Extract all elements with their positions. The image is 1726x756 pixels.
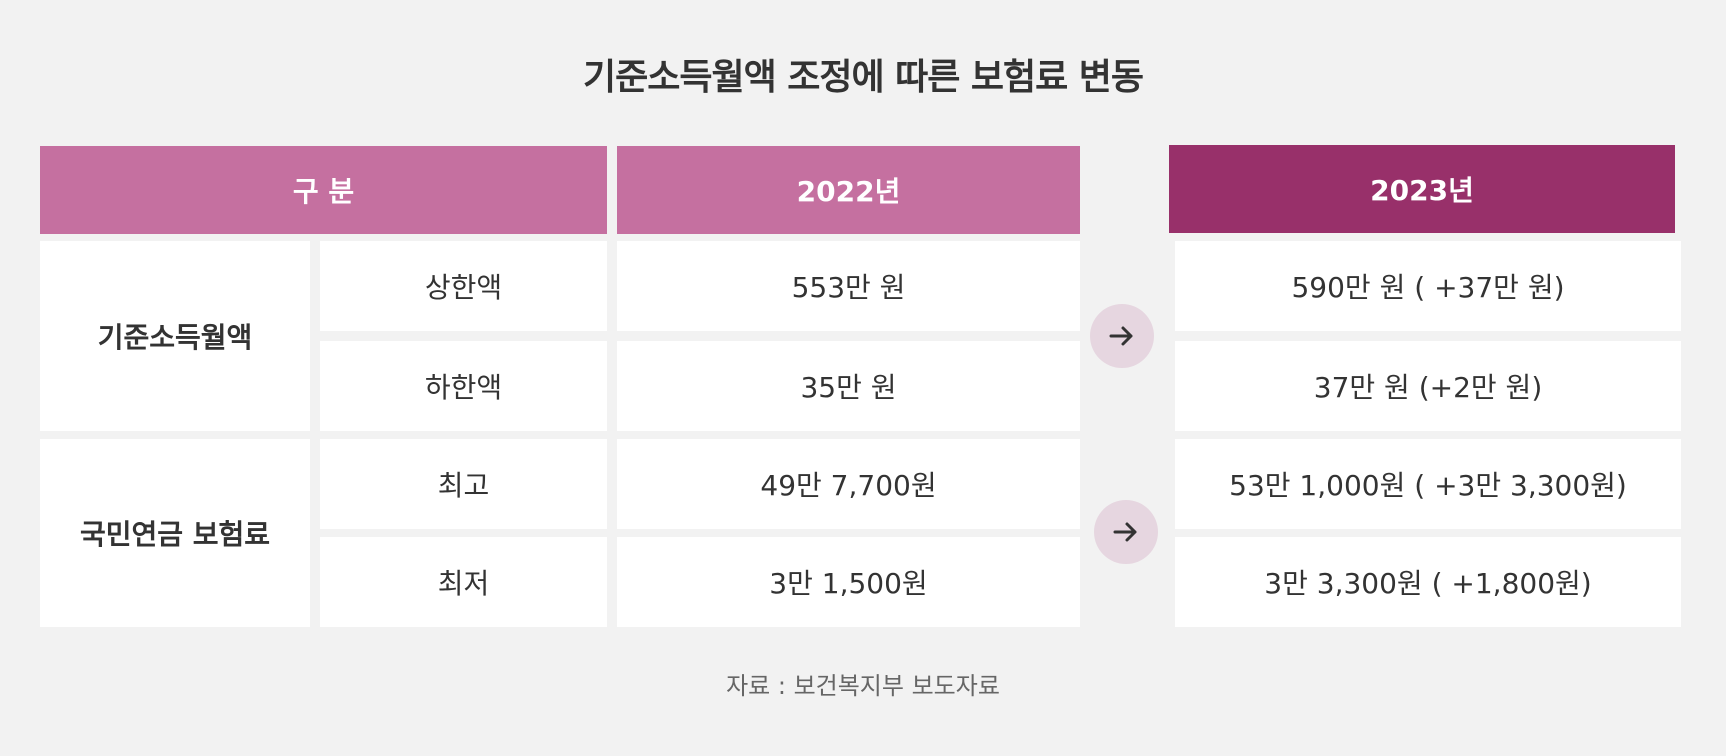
header-category: 구 분 bbox=[40, 146, 607, 234]
arrow-right-icon bbox=[1094, 500, 1158, 564]
group-label-pension: 국민연금 보험료 bbox=[40, 439, 310, 627]
header-year-2022: 2022년 bbox=[617, 146, 1080, 234]
row-2023-min: 3만 3,300원 ( +1,800원) bbox=[1175, 537, 1681, 627]
row-2022-upper: 553만 원 bbox=[617, 241, 1080, 331]
row-2022-min: 3만 1,500원 bbox=[617, 537, 1080, 627]
page-title: 기준소득월액 조정에 따른 보험료 변동 bbox=[582, 57, 1144, 98]
row-item-lower: 하한액 bbox=[320, 341, 607, 431]
row-2022-lower: 35만 원 bbox=[617, 341, 1080, 431]
row-item-min: 최저 bbox=[320, 537, 607, 627]
group-label-income: 기준소득월액 bbox=[40, 241, 310, 431]
source-note: 자료 : 보건복지부 보도자료 bbox=[726, 672, 1000, 700]
row-2022-max: 49만 7,700원 bbox=[617, 439, 1080, 529]
row-2023-max: 53만 1,000원 ( +3만 3,300원) bbox=[1175, 439, 1681, 529]
header-year-2023: 2023년 bbox=[1169, 145, 1675, 233]
row-2023-lower: 37만 원 (+2만 원) bbox=[1175, 341, 1681, 431]
row-2023-upper: 590만 원 ( +37만 원) bbox=[1175, 241, 1681, 331]
row-item-max: 최고 bbox=[320, 439, 607, 529]
arrow-right-icon bbox=[1090, 304, 1154, 368]
row-item-upper: 상한액 bbox=[320, 241, 607, 331]
